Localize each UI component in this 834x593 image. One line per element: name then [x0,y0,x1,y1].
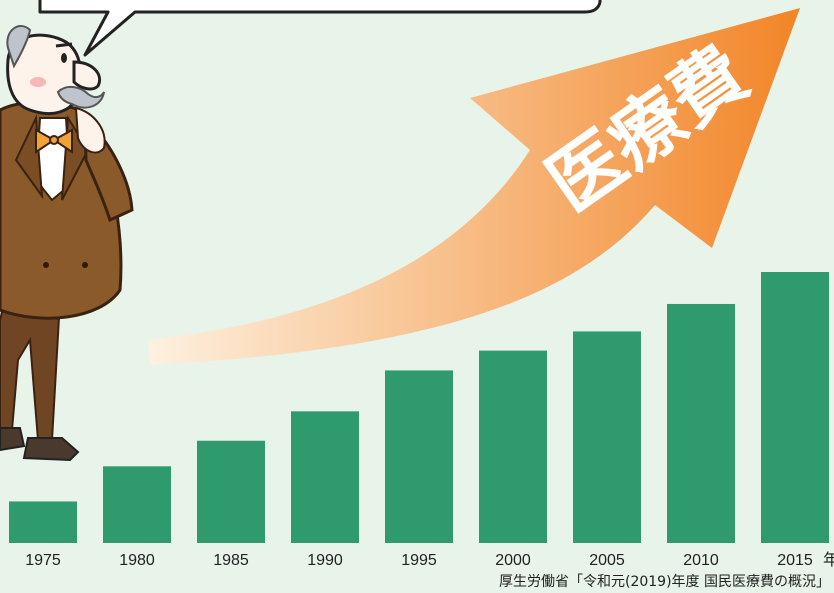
tick-label-1975: 1975 [25,552,61,569]
tick-label-1985: 1985 [213,552,249,569]
professor-character [0,25,134,462]
bar-1980 [103,466,171,543]
bar-series [9,272,829,543]
tick-label-2005: 2005 [589,552,625,569]
bar-2010 [667,303,735,543]
bar-1990 [291,411,359,543]
speech-bubble [38,0,602,57]
tick-label-2010: 2010 [683,552,719,569]
bar-1995 [385,370,453,543]
tick-label-2015: 2015 [777,552,813,569]
source-note: 厚生労働省「令和元(2019)年度 国民医療費の概況」 [498,574,830,590]
bar-2015 [761,272,829,543]
bar-2000 [479,350,547,543]
bar-1985 [197,440,265,543]
bar-1975 [9,501,77,543]
tick-label-1980: 1980 [119,552,155,569]
tick-label-1995: 1995 [401,552,437,569]
year-unit-label: 年 [823,550,834,569]
x-axis-ticks: 1975 1980 1985 1990 1995 2000 2005 2010 2015 年 [25,550,834,569]
tick-label-1990: 1990 [307,552,343,569]
bar-2005 [573,331,641,543]
tick-label-2000: 2000 [495,552,531,569]
